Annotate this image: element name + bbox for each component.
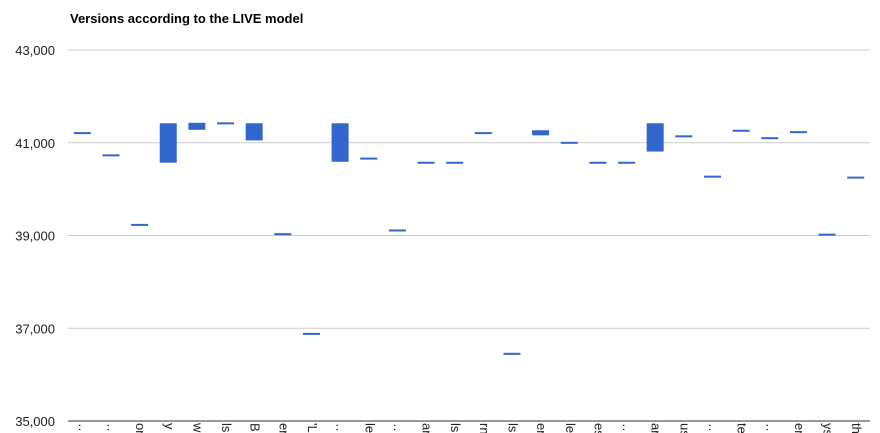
candle-bar bbox=[388, 229, 406, 232]
candle-bar bbox=[503, 352, 521, 355]
candle-bar bbox=[789, 131, 807, 134]
x-tick-label: … bbox=[76, 423, 91, 433]
candle-bar bbox=[73, 132, 91, 135]
x-tick-label: ar bbox=[649, 423, 664, 433]
y-tick-label: 43,000 bbox=[15, 43, 55, 58]
x-tick-label: B bbox=[248, 423, 263, 432]
candle-bar bbox=[703, 175, 721, 178]
x-tick-label: … bbox=[763, 423, 778, 433]
candle-bar bbox=[302, 332, 320, 335]
x-tick-label: w bbox=[190, 422, 205, 433]
candle-bar bbox=[761, 137, 779, 140]
x-tick-label: … bbox=[706, 423, 721, 433]
x-tick-label: rn bbox=[477, 423, 492, 433]
candle-bar bbox=[618, 161, 636, 164]
x-tick-label: th bbox=[849, 423, 864, 433]
y-tick-label: 37,000 bbox=[15, 321, 55, 336]
candle-bar bbox=[446, 161, 464, 164]
candle-bar bbox=[818, 233, 836, 236]
candle-bar bbox=[245, 123, 263, 141]
x-tick-label: es bbox=[591, 423, 606, 433]
x-tick-label: y bbox=[162, 423, 177, 430]
candle-bar bbox=[847, 176, 865, 179]
x-tick-label: ls bbox=[448, 423, 463, 433]
x-tick-label: … bbox=[105, 423, 120, 433]
candle-bar bbox=[417, 161, 435, 164]
gridlines bbox=[68, 49, 870, 329]
x-tick-label: ar bbox=[420, 423, 435, 433]
x-tick-label: le bbox=[563, 423, 578, 433]
x-tick-label: te bbox=[735, 423, 750, 433]
candle-bar bbox=[217, 122, 235, 125]
x-tick-label: … bbox=[334, 423, 349, 433]
y-tick-label: 39,000 bbox=[15, 229, 55, 244]
y-axis-ticks: 35,000 37,000 39,000 41,000 43,000 bbox=[15, 43, 55, 429]
candle-bar bbox=[732, 129, 750, 132]
x-tick-label: 'L bbox=[305, 423, 320, 433]
candle-bar bbox=[360, 157, 378, 160]
x-tick-label: ls bbox=[219, 423, 234, 433]
x-tick-label: on bbox=[133, 423, 148, 433]
candle-bar bbox=[560, 141, 578, 144]
x-tick-label: er bbox=[792, 423, 807, 433]
candle-bar bbox=[131, 223, 149, 226]
candle-bar bbox=[102, 154, 120, 157]
candle-bar bbox=[532, 130, 550, 136]
y-tick-label: 35,000 bbox=[15, 414, 55, 429]
candle-bar bbox=[589, 161, 607, 164]
candle-bar bbox=[474, 132, 492, 135]
x-tick-label: le bbox=[362, 423, 377, 433]
x-tick-label: er bbox=[534, 423, 549, 433]
y-tick-label: 41,000 bbox=[15, 136, 55, 151]
x-tick-label: us bbox=[677, 423, 692, 433]
candle-bar bbox=[159, 123, 177, 163]
candle-bar bbox=[675, 135, 693, 138]
x-tick-label: ys bbox=[821, 423, 836, 433]
x-tick-label: … bbox=[391, 423, 406, 433]
candle-bar bbox=[646, 123, 664, 152]
candle-bar bbox=[274, 233, 292, 236]
x-tick-label: ls bbox=[506, 423, 521, 433]
series-bars bbox=[73, 122, 865, 355]
x-tick-label: er bbox=[276, 423, 291, 433]
candle-bar bbox=[188, 122, 206, 130]
candle-bar bbox=[331, 123, 349, 162]
x-tick-label: … bbox=[620, 423, 635, 433]
chart-title: Versions according to the LIVE model bbox=[70, 11, 303, 26]
